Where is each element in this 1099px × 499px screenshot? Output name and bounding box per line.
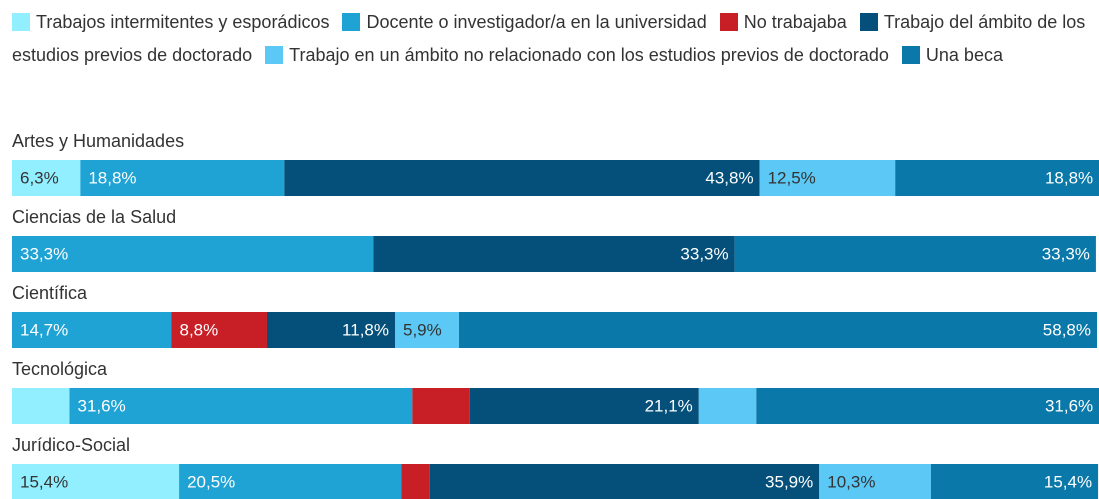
legend-item: Trabajo del ámbito de los estudios previ… <box>12 12 1085 65</box>
legend-item: Trabajos intermitentes y esporádicos <box>12 12 329 32</box>
legend-swatch <box>859 13 878 31</box>
bar-segment <box>284 160 760 196</box>
legend-item: Una beca <box>901 45 1003 65</box>
category-label: Científica <box>12 283 88 303</box>
legend: Trabajos intermitentes y esporádicos Doc… <box>12 6 1092 72</box>
bar-segment <box>12 388 70 424</box>
value-label: 14,7% <box>20 320 68 339</box>
bar-segment <box>429 464 820 499</box>
legend-label: No trabajaba <box>743 12 847 32</box>
legend-label: Docente o investigador/a en la universid… <box>366 12 707 32</box>
bar-segment <box>12 236 374 272</box>
value-label: 11,8% <box>342 320 389 339</box>
legend-swatch <box>342 13 361 31</box>
value-label: 33,3% <box>680 244 728 263</box>
bar-segment <box>459 312 1097 348</box>
value-label: 8,8% <box>179 320 218 339</box>
bar-segment <box>759 160 896 196</box>
legend-item: Docente o investigador/a en la universid… <box>342 12 707 32</box>
value-label: 35,9% <box>765 472 813 491</box>
value-label: 15,4% <box>20 472 68 491</box>
category-label: Ciencias de la Salud <box>12 207 176 227</box>
category-label: Artes y Humanidades <box>12 131 184 151</box>
value-label: 10,3% <box>827 472 875 491</box>
bar-segment <box>412 388 470 424</box>
bar-segment <box>734 236 1096 272</box>
legend-swatch <box>719 13 738 31</box>
bar-segment <box>12 464 180 499</box>
value-label: 6,3% <box>20 168 59 187</box>
value-label: 18,8% <box>1045 168 1093 187</box>
bar-segment <box>395 312 460 348</box>
bar-segment <box>756 388 1099 424</box>
bar-segment <box>373 236 735 272</box>
bar-segment <box>469 388 699 424</box>
value-label: 58,8% <box>1043 320 1091 339</box>
bar-segment <box>401 464 430 499</box>
legend-item: No trabajaba <box>719 12 847 32</box>
value-label: 33,3% <box>20 244 68 263</box>
value-label: 20,5% <box>187 472 235 491</box>
value-label: 15,4% <box>1044 472 1092 491</box>
category-label: Tecnológica <box>12 359 108 379</box>
bar-segment <box>80 160 285 196</box>
bar-segment <box>171 312 267 348</box>
legend-label: Trabajos intermitentes y esporádicos <box>36 12 330 32</box>
value-label: 18,8% <box>88 168 136 187</box>
value-label: 31,6% <box>1045 396 1093 415</box>
value-label: 31,6% <box>78 396 126 415</box>
value-label: 12,5% <box>768 168 816 187</box>
value-label: 43,8% <box>705 168 753 187</box>
bar-segment <box>698 388 757 424</box>
value-label: 21,1% <box>645 396 693 415</box>
legend-item: Trabajo en un ámbito no relacionado con … <box>265 45 889 65</box>
bar-segment <box>930 464 1099 499</box>
legend-swatch <box>265 46 284 64</box>
bar-segment <box>895 160 1099 196</box>
legend-swatch <box>901 46 920 64</box>
value-label: 5,9% <box>403 320 442 339</box>
bar-segment <box>12 160 81 196</box>
bar-segment <box>179 464 402 499</box>
legend-swatch <box>12 13 30 31</box>
category-label: Jurídico-Social <box>12 435 130 455</box>
bar-segment <box>819 464 931 499</box>
legend-label: Una beca <box>925 45 1003 65</box>
bar-segment <box>69 388 413 424</box>
legend-label: Trabajo en un ámbito no relacionado con … <box>289 45 889 65</box>
bar-segment <box>266 312 396 348</box>
bar-segment <box>12 312 172 348</box>
value-label: 33,3% <box>1042 244 1090 263</box>
legend-label: Trabajo del ámbito de los estudios previ… <box>12 12 1086 65</box>
